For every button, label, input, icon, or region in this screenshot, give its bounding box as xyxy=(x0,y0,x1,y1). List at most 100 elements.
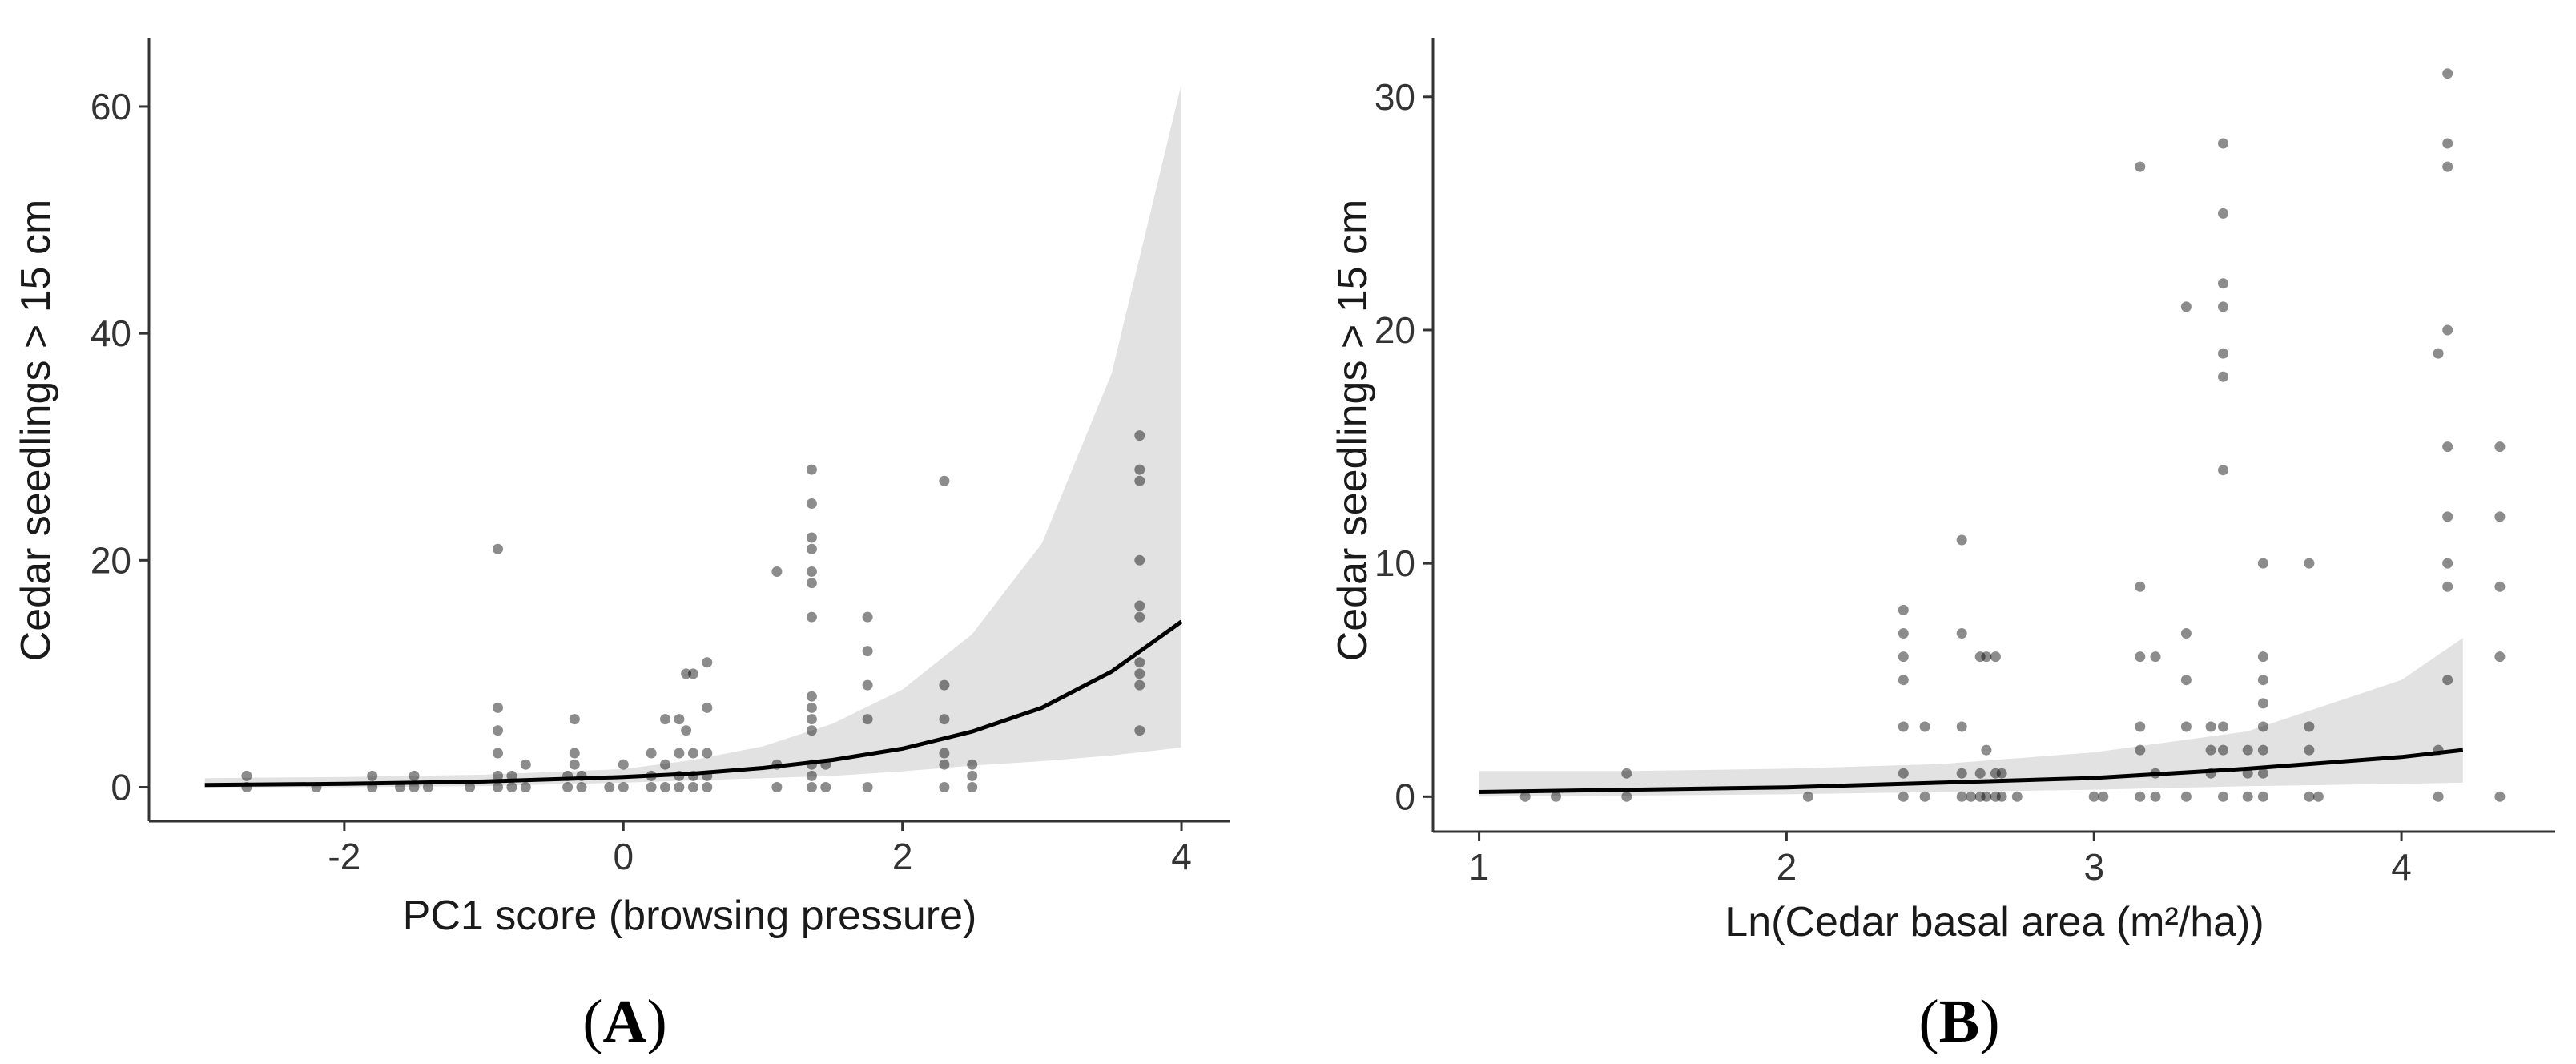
panel-b-point xyxy=(1956,534,1967,546)
panel-b-point xyxy=(2218,278,2228,289)
panel-b-point xyxy=(2494,791,2506,802)
panel-b-point xyxy=(2135,744,2146,756)
panel-a-point xyxy=(862,679,873,691)
panel-b-point xyxy=(2304,791,2315,802)
panel-b-point xyxy=(2442,441,2453,453)
panel-b-point xyxy=(2442,161,2453,172)
panel-b-points xyxy=(1519,68,2506,802)
panel-b-x-ticks: 1 2 3 4 xyxy=(1469,832,2412,888)
panel-a-point xyxy=(409,770,420,781)
panel-b-point xyxy=(1898,651,1909,663)
panel-a-point xyxy=(939,475,950,486)
panel-a-point xyxy=(702,702,713,713)
panel-b-point xyxy=(2011,791,2023,802)
panel-b-y-ticks: 0 10 20 30 xyxy=(1375,76,1433,817)
panel-b-point xyxy=(2180,721,2192,732)
panel-a-point xyxy=(1134,475,1145,486)
panel-b-point xyxy=(1919,721,1930,732)
panel-b-point xyxy=(2304,558,2315,569)
panel-b-point xyxy=(2218,791,2228,802)
panel-b-point xyxy=(2205,744,2216,756)
panel-b-point xyxy=(2494,441,2506,453)
panel-b-point xyxy=(2218,348,2228,359)
panel-a-point xyxy=(520,782,531,792)
panel-a-ribbon-layer xyxy=(204,83,1182,788)
panel-b-point xyxy=(2135,791,2146,802)
panel-a-point xyxy=(1134,430,1145,441)
panel-b-point xyxy=(1898,791,1909,802)
panel-a-x-tick-label: 4 xyxy=(1171,836,1192,877)
panel-a-point xyxy=(1134,611,1145,623)
panel-b-point xyxy=(2442,675,2453,686)
panel-a-point xyxy=(939,782,950,792)
panel-a-point xyxy=(687,748,698,759)
panel-b-x-axis-title: Ln(Cedar basal area (m²/ha)) xyxy=(1725,899,2264,945)
panel-b-point xyxy=(2433,791,2444,802)
panel-a-point xyxy=(806,464,817,475)
panel-b-point xyxy=(2135,161,2146,172)
panel-b-point xyxy=(1990,768,2001,779)
panel-a-point xyxy=(493,770,503,781)
panel-b-point xyxy=(2442,511,2453,522)
panel-b-point xyxy=(2218,138,2228,149)
panel-b-ribbon-layer xyxy=(1479,638,2463,797)
panel-a-point xyxy=(569,759,580,770)
panel-b-point xyxy=(2218,208,2228,219)
panel-a-point xyxy=(493,543,503,554)
panel-b-point xyxy=(1621,768,1632,779)
panel-b-point xyxy=(1974,768,1986,779)
panel-a-point xyxy=(939,748,950,759)
panel-b-point xyxy=(1956,628,1967,639)
panel-b-point xyxy=(1551,791,1561,802)
panel-b-point xyxy=(2180,301,2192,312)
panel-a-point xyxy=(862,646,873,657)
panel-b-y-tick-label: 20 xyxy=(1375,309,1415,351)
panel-b-point xyxy=(1981,791,1992,802)
panel-b-y-axis-title: Cedar seedlings > 15 cm xyxy=(1330,200,1376,662)
panel-a-point xyxy=(806,611,817,623)
panel-b-x-tick-label: 3 xyxy=(2083,846,2104,888)
panel-b-point xyxy=(1990,791,2001,802)
panel-b-point xyxy=(2135,651,2146,663)
panel-a-x-ticks: -2 0 2 4 xyxy=(328,821,1192,877)
panel-a-point xyxy=(569,714,580,725)
panel-a-point xyxy=(646,782,657,792)
panel-b-point xyxy=(2257,558,2268,569)
panel-b-point xyxy=(1981,744,1992,756)
panel-b-point xyxy=(1996,768,2007,779)
panel-a-point xyxy=(687,782,698,792)
panel-a-point xyxy=(806,770,817,781)
panel-b-point xyxy=(1974,651,1986,663)
panel-b-point xyxy=(1898,675,1909,686)
panel-b-point xyxy=(2088,791,2099,802)
panel-a-point xyxy=(674,714,685,725)
panel-b-x-tick-label: 2 xyxy=(1777,846,1797,888)
panel-a-point xyxy=(862,782,873,792)
panel-a-point xyxy=(771,782,783,792)
panel-a-point xyxy=(618,759,629,770)
panel-b-point xyxy=(2218,465,2228,476)
panel-a-point xyxy=(367,770,378,781)
panel-a-y-axis-title: Cedar seedlings > 15 cm xyxy=(13,200,59,662)
panel-a-point xyxy=(702,748,713,759)
panel-a-point xyxy=(674,782,685,792)
panel-a: 0 20 40 60 -2 0 2 4 PC1 score (browsing pressu… xyxy=(13,38,1230,1055)
panel-b-point xyxy=(2218,371,2228,382)
panel-b-point xyxy=(2180,675,2192,686)
panel-b-point xyxy=(2494,511,2506,522)
panel-b-point xyxy=(2442,138,2453,149)
panel-b-point xyxy=(1956,791,1967,802)
panel-a-y-tick-label: 20 xyxy=(91,539,131,581)
panel-b-fit-line xyxy=(1479,748,2464,794)
panel-a-label-open: ( xyxy=(582,988,602,1055)
panel-b-point xyxy=(2304,744,2315,756)
panel-a-point xyxy=(422,782,433,792)
panel-b-point xyxy=(2494,651,2506,663)
panel-a-point xyxy=(1134,554,1145,566)
panel-a-point xyxy=(806,543,817,554)
panel-a-point xyxy=(493,725,503,736)
panel-a-point xyxy=(618,782,629,792)
panel-a-label: (A) xyxy=(582,988,667,1055)
panel-a-point xyxy=(506,770,517,781)
